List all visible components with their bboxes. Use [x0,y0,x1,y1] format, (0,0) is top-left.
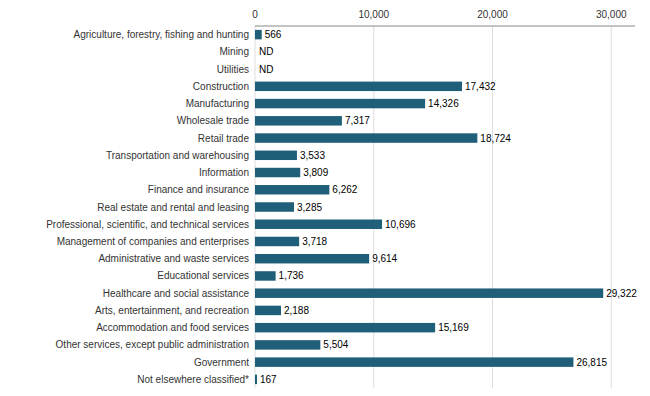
y-tick-label: Real estate and rental and leasing [97,202,249,213]
x-tick-label: 10,000 [358,9,389,20]
data-label: 15,169 [438,322,469,333]
data-label: 29,322 [606,288,637,299]
y-tick-label: Professional, scientific, and technical … [46,219,249,230]
y-tick-label: Information [199,167,249,178]
y-tick-label: Healthcare and social assistance [103,288,250,299]
bar [255,357,573,366]
y-tick-label: Administrative and waste services [98,253,249,264]
y-axis: Agriculture, forestry, fishing and hunti… [46,29,249,385]
x-tick-label: 20,000 [477,9,508,20]
data-label: 566 [265,29,282,40]
y-tick-label: Management of companies and enterprises [57,236,249,247]
data-label: 7,317 [345,115,370,126]
data-label: 3,533 [300,150,325,161]
data-label: 10,696 [385,219,416,230]
bar [255,306,281,315]
y-tick-label: Educational services [157,270,249,281]
x-axis: 0 10,000 20,000 30,000 [252,9,635,26]
y-tick-label: Mining [220,46,249,57]
y-tick-label: Other services, except public administra… [56,339,249,350]
data-label: 9,614 [372,253,397,264]
grid [255,26,611,388]
data-label: 3,718 [302,236,327,247]
y-tick-label: Construction [193,81,249,92]
bar [255,219,382,228]
bar [255,340,320,349]
y-tick-label: Accommodation and food services [96,322,249,333]
data-label: 3,285 [297,202,322,213]
data-label: 18,724 [480,133,511,144]
bar [255,30,262,39]
bar [255,237,299,246]
data-labels: 566 ND ND 17,432 14,326 7,317 18,724 3,533 3,809… [259,29,637,385]
data-label: 5,504 [323,339,348,350]
bar [255,202,294,211]
data-label: 26,815 [576,357,607,368]
y-tick-label: Agriculture, forestry, fishing and hunti… [74,29,249,40]
data-label: 1,736 [279,270,304,281]
y-tick-label: Arts, entertainment, and recreation [95,305,249,316]
data-label: 17,432 [465,81,496,92]
data-label: 3,809 [303,167,328,178]
bar [255,271,276,280]
data-label: 14,326 [428,98,459,109]
chart: 0 10,000 20,000 30,000 566 ND ND 17,432 14,326 7,… [0,0,650,396]
y-tick-label: Wholesale trade [177,115,250,126]
data-label: 167 [260,374,277,385]
bar [255,151,297,160]
y-tick-label: Finance and insurance [148,184,250,195]
bar [255,133,477,142]
data-label: 2,188 [284,305,309,316]
y-tick-label: Retail trade [198,133,250,144]
y-tick-label: Government [194,357,249,368]
bar [255,168,300,177]
data-label: ND [259,64,273,75]
bar [255,254,369,263]
chart-container: 0 10,000 20,000 30,000 566 ND ND 17,432 14,326 7,… [0,0,650,396]
x-tick-label: 0 [252,9,258,20]
y-tick-label: Utilities [217,64,249,75]
grid-line [373,26,374,388]
bar [255,185,329,194]
bar [255,82,462,91]
bars [255,30,603,384]
y-tick-label: Transportation and warehousing [106,150,249,161]
bar [255,323,435,332]
bar [255,99,425,108]
y-tick-label: Not elsewhere classified* [137,374,249,385]
grid-line [611,26,612,388]
bar [255,116,342,125]
x-axis-line [255,26,635,27]
y-tick-label: Manufacturing [186,98,249,109]
x-tick-label: 30,000 [596,9,627,20]
data-label: ND [259,46,273,57]
bar [255,375,257,384]
data-label: 6,262 [332,184,357,195]
bar [255,288,603,297]
